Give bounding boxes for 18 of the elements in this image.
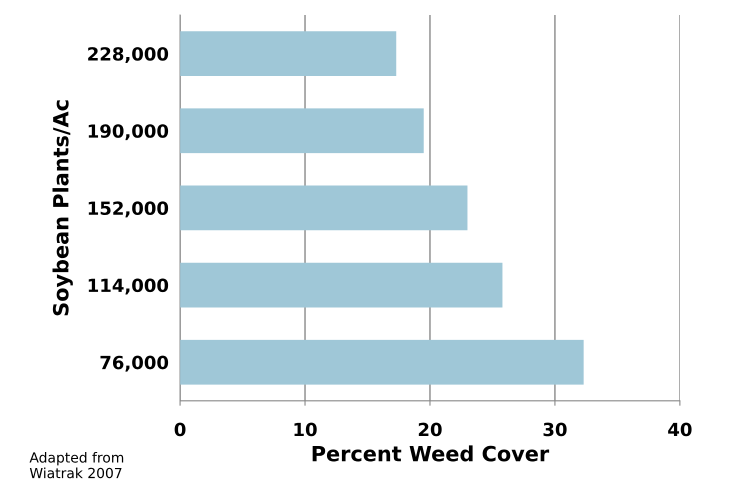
y-tick-label: 190,000 bbox=[88, 124, 168, 140]
bar bbox=[180, 340, 584, 385]
x-tick-label: 40 bbox=[668, 422, 692, 436]
y-tick-label: 228,000 bbox=[88, 47, 168, 64]
text: Adapted from Wiatrak 2007 bbox=[30, 452, 124, 478]
y-axis-title: Soybean Plants/Ac bbox=[52, 100, 73, 316]
y-tick-label: 152,000 bbox=[88, 201, 168, 218]
x-tick-label: 30 bbox=[544, 422, 567, 436]
bar bbox=[180, 262, 502, 308]
x-axis-title: Percent Weed Cover bbox=[312, 445, 550, 462]
bar bbox=[180, 31, 396, 76]
bar bbox=[180, 186, 468, 230]
x-tick-label: 20 bbox=[418, 422, 442, 436]
bar bbox=[180, 108, 424, 154]
y-tick-label: 114,000 bbox=[88, 278, 168, 294]
x-tick-label: 0 bbox=[174, 422, 186, 436]
x-tick-label: 10 bbox=[294, 422, 317, 436]
y-tick-label: 76,000 bbox=[100, 356, 168, 372]
